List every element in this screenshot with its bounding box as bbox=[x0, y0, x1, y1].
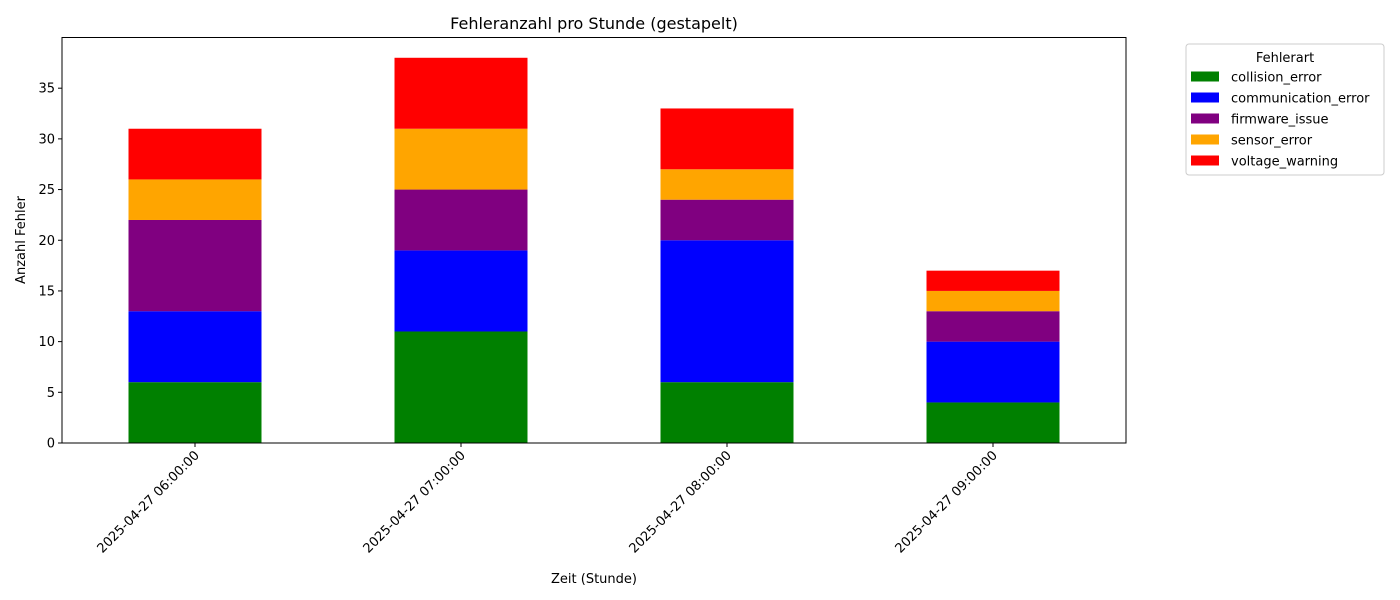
bar-segment-communication_error-3 bbox=[660, 240, 794, 383]
x-tick-label: 2025-04-27 07:00:00 bbox=[361, 448, 469, 556]
y-tick-label: 30 bbox=[38, 132, 55, 147]
y-tick-label: 35 bbox=[38, 82, 55, 97]
x-tick-label: 2025-04-27 06:00:00 bbox=[95, 448, 203, 556]
y-tick-label: 5 bbox=[47, 386, 55, 401]
legend-label-collision_error: collision_error bbox=[1231, 71, 1322, 86]
chart-title: Fehleranzahl pro Stunde (gestapelt) bbox=[450, 14, 738, 33]
legend-box bbox=[1185, 43, 1385, 176]
bar-segment-firmware_issue-1 bbox=[128, 219, 262, 312]
y-tick-label: 10 bbox=[38, 335, 55, 350]
x-axis: 2025-04-27 06:00:00 2025-04-27 07:00:00 20… bbox=[95, 443, 1001, 556]
y-tick-label: 15 bbox=[38, 284, 55, 299]
legend-label-voltage_warning: voltage_warning bbox=[1231, 155, 1338, 170]
bar-segment-sensor_error-4 bbox=[926, 290, 1060, 312]
bar-segment-communication_error-4 bbox=[926, 341, 1060, 403]
bar-segment-voltage_warning-1 bbox=[128, 128, 262, 180]
legend-items: collision_error communication_errorfirmwa… bbox=[1191, 71, 1370, 170]
legend-swatch-collision_error bbox=[1191, 71, 1219, 82]
bar-segment-voltage_warning-2 bbox=[394, 57, 528, 129]
bar-segment-collision_error-3 bbox=[660, 382, 794, 443]
legend-label-sensor_error: sensor_error bbox=[1231, 134, 1313, 149]
y-tick-label: 25 bbox=[38, 183, 55, 198]
bars-group bbox=[128, 57, 1060, 443]
bar-segment-firmware_issue-3 bbox=[660, 199, 794, 241]
y-tick-label: 0 bbox=[47, 437, 55, 452]
legend-label-firmware_issue: firmware_issue bbox=[1231, 113, 1329, 128]
x-tick-label: 2025-04-27 09:00:00 bbox=[893, 448, 1001, 556]
y-axis: 0 5 10 15 20 25 30 35 bbox=[38, 82, 62, 452]
legend-swatch-firmware_issue bbox=[1191, 113, 1219, 124]
bar-segment-sensor_error-3 bbox=[660, 169, 794, 200]
bar-segment-voltage_warning-4 bbox=[926, 270, 1060, 291]
y-axis-title: Anzahl Fehler bbox=[14, 195, 29, 284]
bar-segment-communication_error-2 bbox=[394, 250, 528, 332]
legend-swatch-communication_error bbox=[1191, 92, 1219, 103]
bar-segment-collision_error-2 bbox=[394, 331, 528, 443]
x-axis-title: Zeit (Stunde) bbox=[551, 572, 637, 587]
x-tick-label: 2025-04-27 08:00:00 bbox=[627, 448, 735, 556]
legend: Fehlerart collision_error communication_e… bbox=[1185, 43, 1385, 176]
bar-segment-collision_error-4 bbox=[926, 402, 1060, 443]
legend-label-communication_error: communication_error bbox=[1231, 92, 1370, 107]
legend-title: Fehlerart bbox=[1256, 51, 1314, 66]
bar-segment-sensor_error-2 bbox=[394, 128, 528, 190]
bar-segment-collision_error-1 bbox=[128, 382, 262, 443]
bar-segment-communication_error-1 bbox=[128, 311, 262, 383]
bar-segment-sensor_error-1 bbox=[128, 179, 262, 220]
legend-swatch-sensor_error bbox=[1191, 134, 1219, 145]
bar-segment-firmware_issue-4 bbox=[926, 311, 1060, 342]
bar-segment-firmware_issue-2 bbox=[394, 189, 528, 251]
bar-segment-voltage_warning-3 bbox=[660, 108, 794, 170]
y-tick-label: 20 bbox=[38, 234, 55, 249]
legend-swatch-voltage_warning bbox=[1191, 155, 1219, 166]
